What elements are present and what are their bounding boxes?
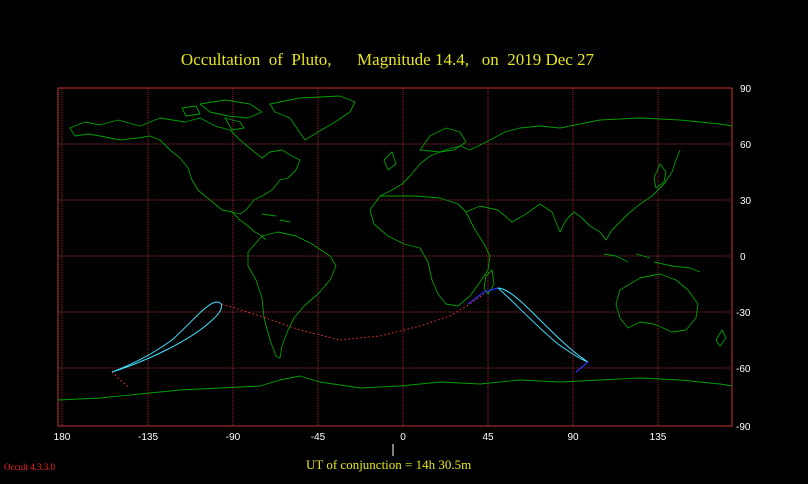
antarctica-coast [57, 375, 733, 401]
europe-coast [379, 117, 733, 197]
map-frame [57, 87, 733, 427]
center-line-west-tail [111, 371, 131, 389]
dark-path-segment [467, 287, 499, 305]
new-zealand-coast [715, 329, 727, 347]
lat-label: 30 [740, 196, 752, 207]
north-america-coast [69, 117, 301, 215]
east-path-limits [496, 287, 589, 363]
lon-label: -135 [138, 432, 158, 443]
west-path-limits [111, 301, 223, 373]
central-america-coast [231, 211, 267, 241]
madagascar-coast [483, 269, 495, 295]
lat-label: -90 [736, 422, 751, 433]
latitude-gridlines [58, 143, 732, 369]
longitude-gridlines [61, 88, 659, 426]
lat-label: -60 [736, 364, 751, 375]
se-asia-islands-coast [603, 253, 701, 273]
greenland-coast [269, 95, 356, 141]
british-isles-coast [383, 151, 397, 171]
conjunction-time: UT of conjunction = 14h 30.5m [306, 457, 472, 472]
arctic-islands-coast [181, 99, 263, 131]
caribbean-coast [261, 213, 291, 223]
lon-label: -45 [311, 432, 326, 443]
lon-label: 45 [482, 432, 494, 443]
coastlines [57, 95, 733, 401]
scandinavia-coast [419, 127, 467, 153]
japan-coast [653, 163, 667, 189]
asia-south-coast [465, 149, 681, 241]
lon-label: 0 [400, 432, 406, 443]
lat-label: 90 [740, 84, 752, 95]
lat-label: -30 [736, 308, 751, 319]
map-title: Occultation of Pluto, Magnitude 14.4, on… [180, 50, 595, 69]
center-line [221, 293, 485, 341]
lat-label: 0 [740, 252, 746, 263]
lon-label: 90 [567, 432, 579, 443]
lon-label: 135 [650, 432, 667, 443]
australia-coast [615, 273, 699, 333]
version-label: Occult 4.3.3.0 [4, 462, 55, 472]
dark-path-segment [575, 361, 589, 373]
lat-label: 60 [740, 140, 752, 151]
lon-label: -90 [226, 432, 241, 443]
lon-label: 180 [54, 432, 71, 443]
south-america-coast [247, 231, 337, 359]
africa-coast [369, 195, 491, 307]
